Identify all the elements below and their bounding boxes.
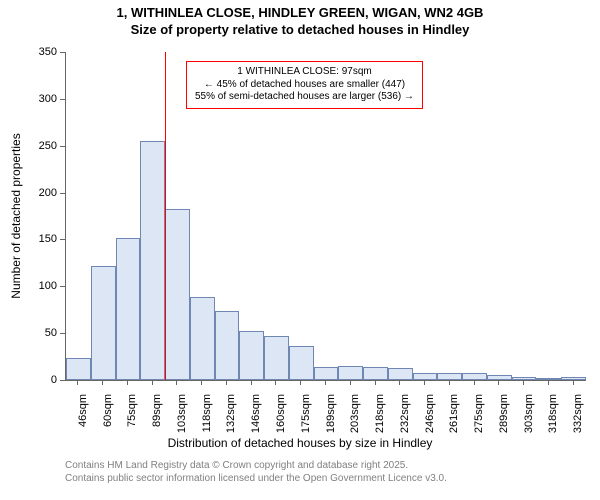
- annotation-line3: 55% of semi-detached houses are larger (…: [195, 91, 414, 104]
- histogram-bar: [462, 373, 487, 380]
- histogram-bar: [116, 238, 141, 380]
- x-tick-label: 46sqm: [77, 394, 89, 427]
- x-tick-label: 118sqm: [201, 394, 213, 432]
- x-tick-label: 246sqm: [424, 394, 436, 433]
- histogram-bar: [215, 311, 240, 380]
- plot-area: 1 WITHINLEA CLOSE: 97sqm← 45% of detache…: [65, 52, 586, 381]
- chart-title-line2: Size of property relative to detached ho…: [0, 22, 600, 37]
- histogram-bar: [239, 331, 264, 380]
- histogram-bar: [363, 367, 388, 380]
- x-tick: [127, 380, 128, 385]
- histogram-bar: [289, 346, 314, 380]
- annotation-box: 1 WITHINLEA CLOSE: 97sqm← 45% of detache…: [186, 61, 423, 109]
- footer-line2: Contains public sector information licen…: [65, 473, 447, 486]
- x-tick-label: 160sqm: [275, 394, 287, 433]
- y-tick: [60, 99, 65, 100]
- x-tick-label: 289sqm: [498, 394, 510, 433]
- x-tick: [226, 380, 227, 385]
- histogram-bar: [536, 378, 561, 380]
- y-tick-label: 0: [51, 374, 57, 386]
- x-tick-label: 175sqm: [300, 394, 312, 433]
- x-tick-label: 189sqm: [325, 394, 337, 433]
- x-tick: [152, 380, 153, 385]
- histogram-bar: [561, 377, 586, 380]
- y-tick-label: 250: [39, 140, 57, 152]
- y-axis-label: Number of detached properties: [9, 133, 23, 298]
- x-tick: [375, 380, 376, 385]
- x-tick: [275, 380, 276, 385]
- y-tick-label: 200: [39, 187, 57, 199]
- annotation-line1: 1 WITHINLEA CLOSE: 97sqm: [195, 66, 414, 79]
- footer-attribution: Contains HM Land Registry data © Crown c…: [65, 460, 447, 485]
- x-tick-label: 132sqm: [225, 394, 237, 433]
- x-tick: [201, 380, 202, 385]
- x-tick: [251, 380, 252, 385]
- x-tick: [498, 380, 499, 385]
- annotation-line2: ← 45% of detached houses are smaller (44…: [195, 79, 414, 92]
- x-tick-label: 232sqm: [399, 394, 411, 433]
- histogram-bar: [66, 358, 91, 380]
- histogram-bar: [140, 141, 165, 380]
- x-tick: [325, 380, 326, 385]
- chart-container: 1, WITHINLEA CLOSE, HINDLEY GREEN, WIGAN…: [0, 0, 600, 500]
- y-tick-label: 100: [39, 280, 57, 292]
- x-tick: [350, 380, 351, 385]
- histogram-bar: [413, 373, 438, 380]
- y-tick: [60, 52, 65, 53]
- x-tick-label: 60sqm: [102, 394, 114, 427]
- x-tick-label: 89sqm: [151, 394, 163, 427]
- x-tick-label: 218sqm: [374, 394, 386, 433]
- x-tick-label: 103sqm: [176, 394, 188, 433]
- y-tick-label: 300: [39, 93, 57, 105]
- y-tick: [60, 146, 65, 147]
- x-tick-label: 275sqm: [473, 394, 485, 433]
- y-tick-label: 50: [45, 327, 57, 339]
- y-tick: [60, 333, 65, 334]
- x-tick: [176, 380, 177, 385]
- x-tick-label: 261sqm: [448, 394, 460, 433]
- x-axis-label: Distribution of detached houses by size …: [0, 436, 600, 450]
- x-tick: [523, 380, 524, 385]
- x-tick: [102, 380, 103, 385]
- y-tick-label: 150: [39, 233, 57, 245]
- x-tick: [548, 380, 549, 385]
- y-tick: [60, 193, 65, 194]
- histogram-bar: [190, 297, 215, 380]
- x-tick: [300, 380, 301, 385]
- x-tick-label: 146sqm: [250, 394, 262, 433]
- x-tick-label: 303sqm: [523, 394, 535, 433]
- histogram-bar: [91, 266, 116, 380]
- x-tick: [399, 380, 400, 385]
- chart-title-line1: 1, WITHINLEA CLOSE, HINDLEY GREEN, WIGAN…: [0, 5, 600, 20]
- histogram-bar: [437, 373, 462, 380]
- x-tick: [449, 380, 450, 385]
- y-tick: [60, 380, 65, 381]
- reference-line: [165, 52, 166, 380]
- x-tick: [77, 380, 78, 385]
- histogram-bar: [264, 336, 289, 380]
- x-tick-label: 75sqm: [126, 394, 138, 427]
- y-tick: [60, 239, 65, 240]
- x-tick: [474, 380, 475, 385]
- histogram-bar: [314, 367, 339, 380]
- histogram-bar: [165, 209, 190, 380]
- x-tick: [424, 380, 425, 385]
- y-tick-label: 350: [39, 46, 57, 58]
- x-tick-label: 318sqm: [547, 394, 559, 433]
- x-tick: [573, 380, 574, 385]
- histogram-bar: [388, 368, 413, 380]
- y-tick: [60, 286, 65, 287]
- x-tick-label: 332sqm: [572, 394, 584, 433]
- histogram-bar: [338, 366, 363, 380]
- footer-line1: Contains HM Land Registry data © Crown c…: [65, 460, 447, 473]
- x-tick-label: 203sqm: [349, 394, 361, 433]
